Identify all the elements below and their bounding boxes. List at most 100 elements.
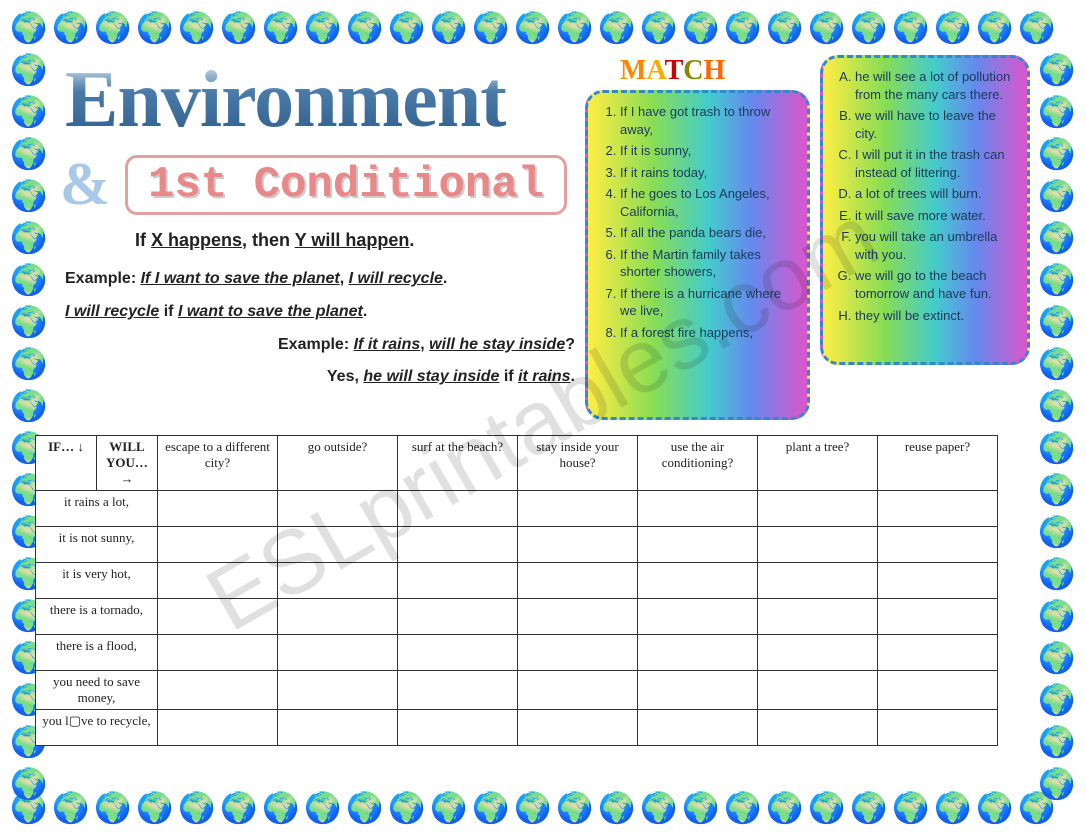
cell-3-0[interactable] <box>158 599 278 635</box>
cell-3-4[interactable] <box>638 599 758 635</box>
globe-icon: 🌍 <box>1038 94 1076 132</box>
cell-5-0[interactable] <box>158 671 278 710</box>
match-h: H <box>704 55 726 86</box>
header-if: IF… ↓ <box>36 436 97 491</box>
cell-5-6[interactable] <box>878 671 998 710</box>
ex1-label: Example: <box>65 270 141 287</box>
globe-icon: 🌍 <box>346 10 384 48</box>
cell-6-2[interactable] <box>398 710 518 746</box>
cell-0-4[interactable] <box>638 491 758 527</box>
globe-icon: 🌍 <box>556 10 594 48</box>
globe-icon: 🌍 <box>640 10 678 48</box>
row-label-5: you need to save money, <box>36 671 158 710</box>
globe-icon: 🌍 <box>388 790 426 828</box>
globe-icon: 🌍 <box>934 10 972 48</box>
rule-x: X happens <box>151 230 242 250</box>
cell-1-5[interactable] <box>758 527 878 563</box>
cell-1-1[interactable] <box>278 527 398 563</box>
cell-0-3[interactable] <box>518 491 638 527</box>
globe-icon: 🌍 <box>514 790 552 828</box>
globe-icon: 🌍 <box>1038 514 1076 552</box>
globe-icon: 🌍 <box>598 790 636 828</box>
col-1: go outside? <box>278 436 398 491</box>
cell-6-6[interactable] <box>878 710 998 746</box>
ex2c: I want to save the planet <box>178 303 363 320</box>
cell-1-4[interactable] <box>638 527 758 563</box>
cell-2-1[interactable] <box>278 563 398 599</box>
globe-icon: 🌍 <box>556 790 594 828</box>
cell-0-5[interactable] <box>758 491 878 527</box>
cell-2-0[interactable] <box>158 563 278 599</box>
cell-5-1[interactable] <box>278 671 398 710</box>
cell-0-1[interactable] <box>278 491 398 527</box>
table-row: it is not sunny, <box>36 527 998 563</box>
cell-3-3[interactable] <box>518 599 638 635</box>
row-label-0: it rains a lot, <box>36 491 158 527</box>
cell-3-6[interactable] <box>878 599 998 635</box>
ex4a: Yes, <box>327 368 363 385</box>
ex1c: , <box>340 270 349 287</box>
globe-icon: 🌍 <box>10 220 48 258</box>
cell-1-3[interactable] <box>518 527 638 563</box>
examples-block: Example: If I want to save the planet, I… <box>65 265 585 396</box>
cell-0-6[interactable] <box>878 491 998 527</box>
rule-mid: , then <box>242 230 295 250</box>
cell-4-3[interactable] <box>518 635 638 671</box>
cell-4-4[interactable] <box>638 635 758 671</box>
cell-2-6[interactable] <box>878 563 998 599</box>
globe-icon: 🌍 <box>1038 430 1076 468</box>
globe-icon: 🌍 <box>10 10 48 48</box>
cell-4-0[interactable] <box>158 635 278 671</box>
cell-3-2[interactable] <box>398 599 518 635</box>
cell-5-4[interactable] <box>638 671 758 710</box>
cell-4-6[interactable] <box>878 635 998 671</box>
cell-2-5[interactable] <box>758 563 878 599</box>
right-item-3: a lot of trees will burn. <box>855 185 1015 203</box>
globe-icon: 🌍 <box>220 10 258 48</box>
cell-1-0[interactable] <box>158 527 278 563</box>
globe-icon: 🌍 <box>682 10 720 48</box>
globe-icon: 🌍 <box>1038 556 1076 594</box>
cell-6-4[interactable] <box>638 710 758 746</box>
ex4b: he will stay inside <box>363 368 499 385</box>
globe-icon: 🌍 <box>724 10 762 48</box>
left-item-2: If it rains today, <box>620 164 795 182</box>
globe-icon: 🌍 <box>10 262 48 300</box>
globe-icon: 🌍 <box>10 136 48 174</box>
ex3e: ? <box>565 336 575 353</box>
ex3b: it rains <box>368 336 420 353</box>
cell-2-4[interactable] <box>638 563 758 599</box>
globe-icon: 🌍 <box>1038 220 1076 258</box>
ex4e: . <box>571 368 575 385</box>
cell-2-2[interactable] <box>398 563 518 599</box>
cell-6-0[interactable] <box>158 710 278 746</box>
globe-icon: 🌍 <box>892 10 930 48</box>
cell-0-2[interactable] <box>398 491 518 527</box>
cell-1-2[interactable] <box>398 527 518 563</box>
cell-6-5[interactable] <box>758 710 878 746</box>
match-left-list: If I have got trash to throw away,If it … <box>600 103 795 342</box>
cell-5-5[interactable] <box>758 671 878 710</box>
cell-0-0[interactable] <box>158 491 278 527</box>
cell-6-3[interactable] <box>518 710 638 746</box>
globe-icon: 🌍 <box>10 346 48 384</box>
cell-2-3[interactable] <box>518 563 638 599</box>
table-body: it rains a lot, it is not sunny, it is v… <box>36 491 998 746</box>
cell-1-6[interactable] <box>878 527 998 563</box>
globe-icon: 🌍 <box>178 790 216 828</box>
cell-6-1[interactable] <box>278 710 398 746</box>
cell-3-1[interactable] <box>278 599 398 635</box>
cell-3-5[interactable] <box>758 599 878 635</box>
cell-4-2[interactable] <box>398 635 518 671</box>
cell-4-5[interactable] <box>758 635 878 671</box>
cell-5-3[interactable] <box>518 671 638 710</box>
globe-icon: 🌍 <box>10 766 48 804</box>
ex1a: If <box>141 270 155 287</box>
cell-4-1[interactable] <box>278 635 398 671</box>
ex3-label: Example: <box>278 336 354 353</box>
ex4c: if <box>499 368 518 385</box>
left-item-6: If there is a hurricane where we live, <box>620 285 795 320</box>
cell-5-2[interactable] <box>398 671 518 710</box>
globe-icon: 🌍 <box>640 790 678 828</box>
ex4d: it rains <box>518 368 570 385</box>
